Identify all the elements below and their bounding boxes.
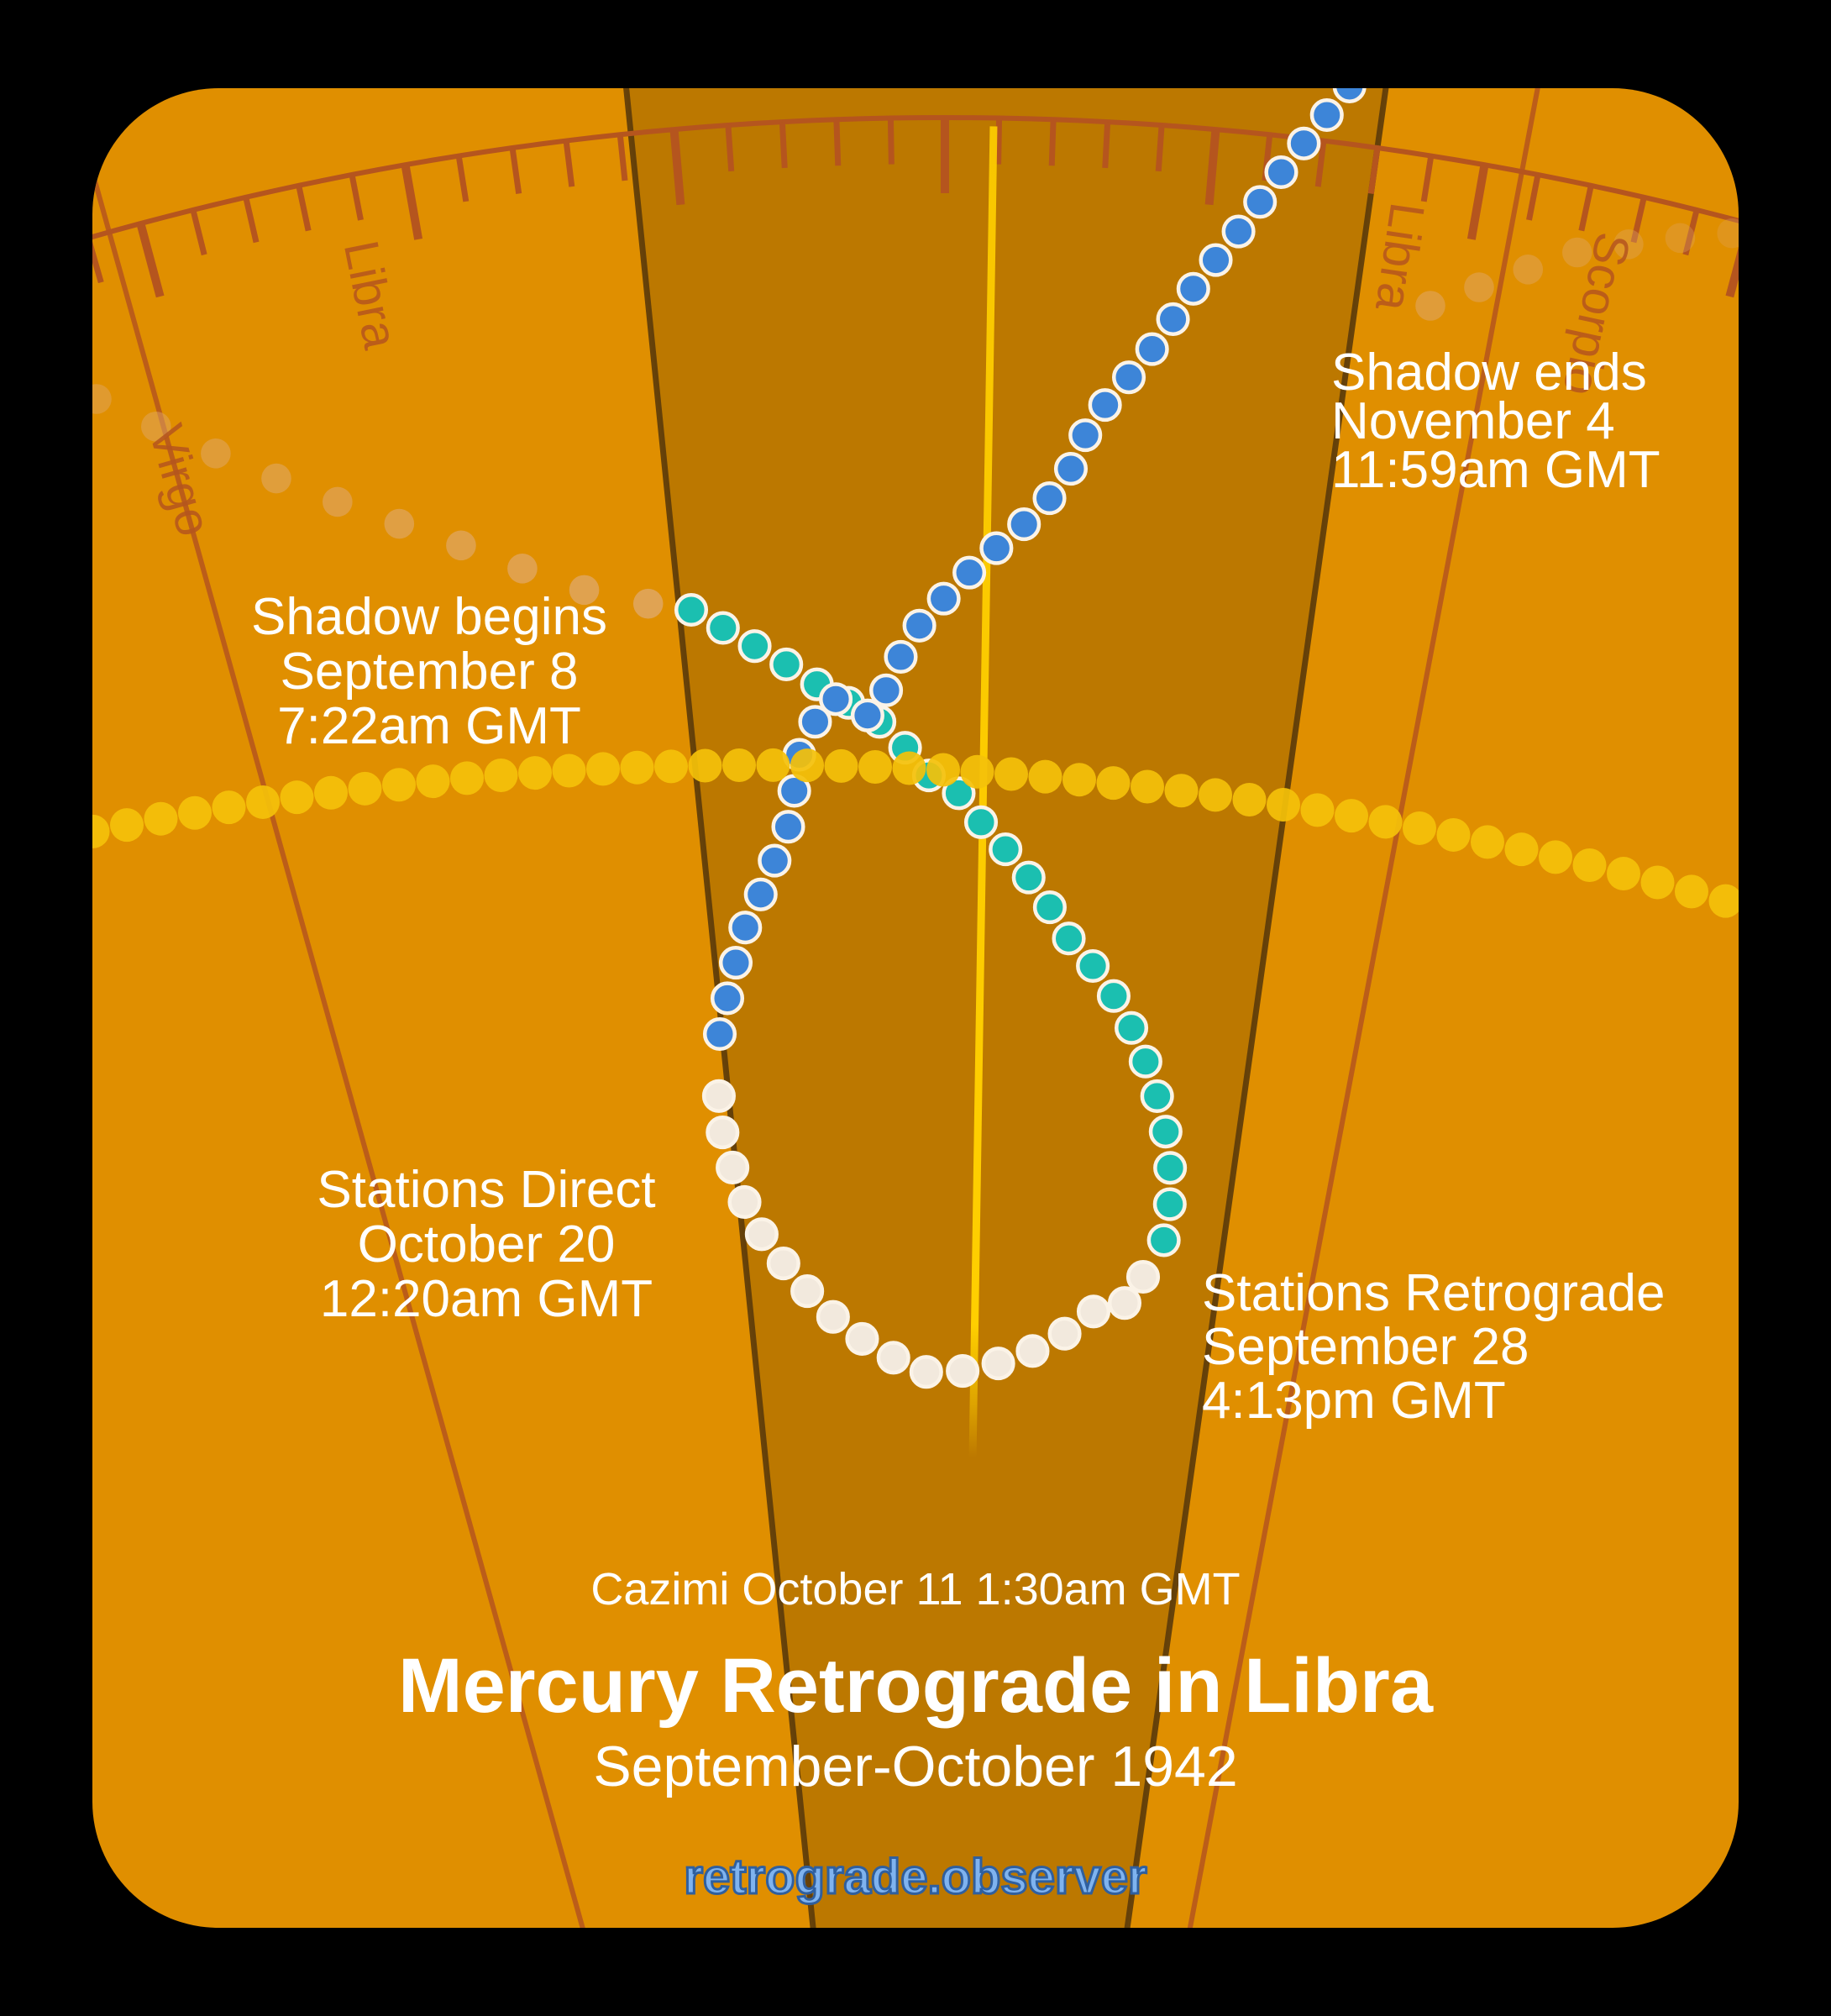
svg-text:4:13pm GMT: 4:13pm GMT bbox=[1202, 1372, 1506, 1430]
svg-text:September 28: September 28 bbox=[1202, 1318, 1529, 1376]
svg-text:Shadow begins: Shadow begins bbox=[251, 588, 607, 646]
svg-text:7:22am GMT: 7:22am GMT bbox=[277, 697, 581, 755]
svg-text:Stations Direct: Stations Direct bbox=[317, 1161, 655, 1219]
svg-text:Mercury Retrograde in Libra: Mercury Retrograde in Libra bbox=[398, 1643, 1434, 1729]
svg-text:11:59am GMT: 11:59am GMT bbox=[1331, 441, 1660, 499]
svg-text:September 8: September 8 bbox=[281, 643, 579, 701]
svg-text:October 20: October 20 bbox=[358, 1215, 616, 1273]
svg-text:September-October 1942: September-October 1942 bbox=[593, 1735, 1237, 1798]
svg-text:retrograde.observer: retrograde.observer bbox=[684, 1850, 1146, 1904]
svg-text:12:20am GMT: 12:20am GMT bbox=[320, 1270, 653, 1328]
svg-text:Cazimi October 11 1:30am GMT: Cazimi October 11 1:30am GMT bbox=[590, 1564, 1240, 1614]
svg-text:Stations Retrograde: Stations Retrograde bbox=[1202, 1264, 1665, 1322]
